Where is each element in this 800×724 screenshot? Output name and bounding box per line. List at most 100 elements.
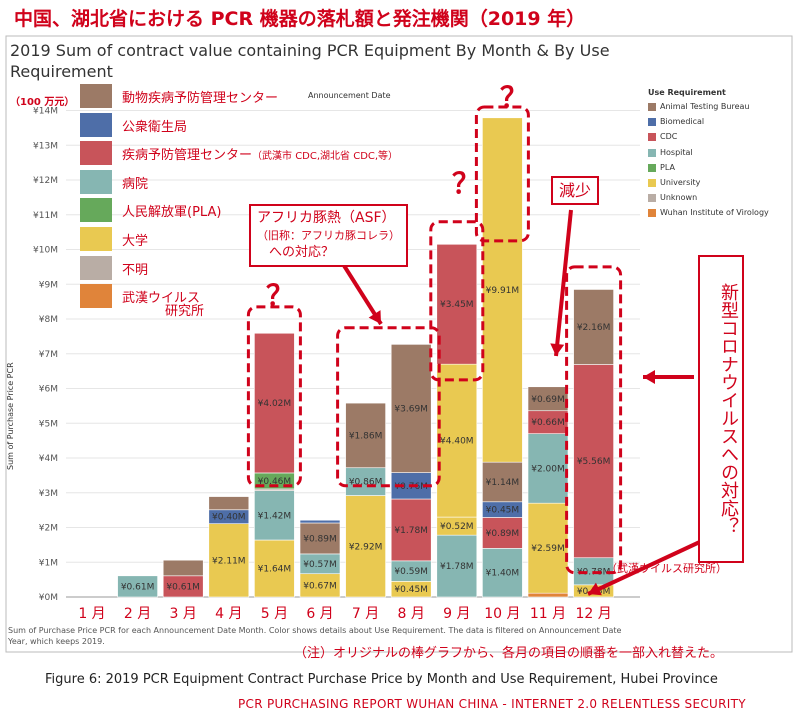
arrow-wuhan-ivl-head [588,582,602,596]
legend-swatch [648,133,656,142]
data-label: ¥3.69M [394,404,428,414]
bar-segment [482,517,523,549]
asf-callout-line3: への対応？ [269,245,335,260]
data-label: ¥1.86M [349,431,383,441]
y-tick-label: ¥14M [33,107,58,117]
x-tick-label: 3 月 [170,606,197,622]
y-tick-label: ¥0M [39,593,58,603]
data-label: ¥2.00M [531,464,565,474]
bar-segment [527,433,569,504]
bar-segment [117,575,158,598]
data-label: ¥0.45M [394,585,428,595]
wuhan-ivl-note: （武漢ウイルス研究所） [606,562,727,575]
data-label: ¥0.61M [121,582,155,592]
jp-legend-swatch [80,169,112,194]
data-label: ¥0.52M [440,522,474,532]
legend-label: PLA [660,162,675,172]
legend-swatch [648,178,656,187]
y-tick-label: ¥4M [39,454,58,464]
data-label: ¥1.40M [486,569,520,579]
x-tick-label: 11 月 [530,606,566,622]
x-tick-label: 6 月 [306,606,333,622]
bar-segment [436,243,478,365]
bar-segment [208,496,250,511]
y-tick-label: ¥7M [39,350,58,360]
jp-title: 中国、湖北省における PCR 機器の落札額と発注機関（2019 年） [14,8,586,30]
question-mark-may: ？ [266,279,295,312]
x-tick-label: 4 月 [215,606,242,622]
data-label: ¥9.91M [486,286,520,296]
data-label: ¥2.16M [577,323,611,333]
bar-segment [299,519,341,524]
legend-swatch [648,103,656,111]
jp-legend-label: 動物疾病予防管理センター [122,91,279,106]
unit-label: （100 万元） [10,97,75,108]
y-tick-label: ¥9M [39,280,58,290]
legend-swatch [648,118,656,127]
x-tick-label: 9 月 [443,606,470,622]
highlight-jul-aug [336,326,441,488]
jp-legend-label: 武漢ウイルス [122,291,201,307]
bar-segment [254,539,295,598]
jp-legend-swatch [80,198,112,223]
bar-segment [390,498,432,562]
bar-segment [390,344,432,473]
highlight-oct [474,105,530,243]
data-label: ¥4.40M [440,437,474,447]
jp-legend-swatch [80,112,112,137]
x-tick-label: 7 月 [352,606,379,622]
arrow-wuhan-ivl [587,538,705,596]
data-label: ¥0.67M [303,581,337,591]
legend-swatch [648,163,656,172]
bar-segment [527,592,569,598]
question-mark-sep: ？ [452,167,481,200]
jp-note: （注）オリジナルの棒グラフから、各月の項目の順番を一部入れ替えた。 [294,646,724,661]
data-label: ¥1.14M [486,478,520,488]
x-tick-label: 5 月 [261,606,288,622]
legend-item: Wuhan Institute of Virology [648,207,769,222]
highlight-sep [429,220,485,382]
bar-segment [573,364,614,559]
y-tick-label: ¥13M [33,141,58,151]
jp-legend-continuation: 研究所 [165,304,205,319]
legend-item: PLA [648,162,726,177]
bar-segment [527,502,569,594]
x-tick-label: 12 月 [575,606,611,622]
data-label: ¥0.40M [212,513,246,523]
y-tick-label: ¥10M [33,246,58,256]
jp-legend-swatch [80,84,112,108]
x-tick-label: 1 月 [78,606,105,622]
data-label: ¥3.45M [440,300,474,310]
y-tick-label: ¥1M [39,558,58,568]
legend-label: Animal Testing Bureau [660,102,750,111]
arrow-decrease [554,209,573,357]
data-label: ¥0.61M [166,582,200,592]
bar-segment [482,548,523,598]
chart-title: 2019 Sum of contract value containing PC… [10,41,610,81]
footnote: Sum of Purchase Price PCR for each Annou… [8,626,622,646]
data-label: ¥0.46M [258,477,292,487]
jp-legend-swatch [80,227,112,251]
data-label: ¥1.78M [440,562,474,572]
legend-label: Unknown [660,193,698,203]
arrow-asf-head [368,310,381,324]
bar-segment [573,289,614,365]
legend-item: Unknown [648,192,726,207]
bar-segment [527,386,569,412]
y-axis-label: Sum of Purchase Price PCR [6,362,15,470]
jp-legend-swatch [80,284,112,309]
bar-segment [299,522,341,555]
bar-segment [254,490,295,541]
bar-segment [345,402,386,469]
legend-swatch [648,194,656,203]
bar-segment [254,332,295,474]
source-credit: PCR PURCHASING REPORT WUHAN CHINA - INTE… [238,697,746,711]
bar-segment [436,534,478,598]
bar-segment [162,559,204,577]
data-label: ¥0.89M [303,534,337,544]
legend-label: CDC [660,132,678,142]
chart-frame [5,35,793,653]
data-label: ¥1.64M [258,565,292,575]
asf-callout: アフリカ豚熱（ASF） （旧称：アフリカ豚コレラ） への対応？ [249,204,408,267]
jp-legend-swatch [80,141,112,166]
